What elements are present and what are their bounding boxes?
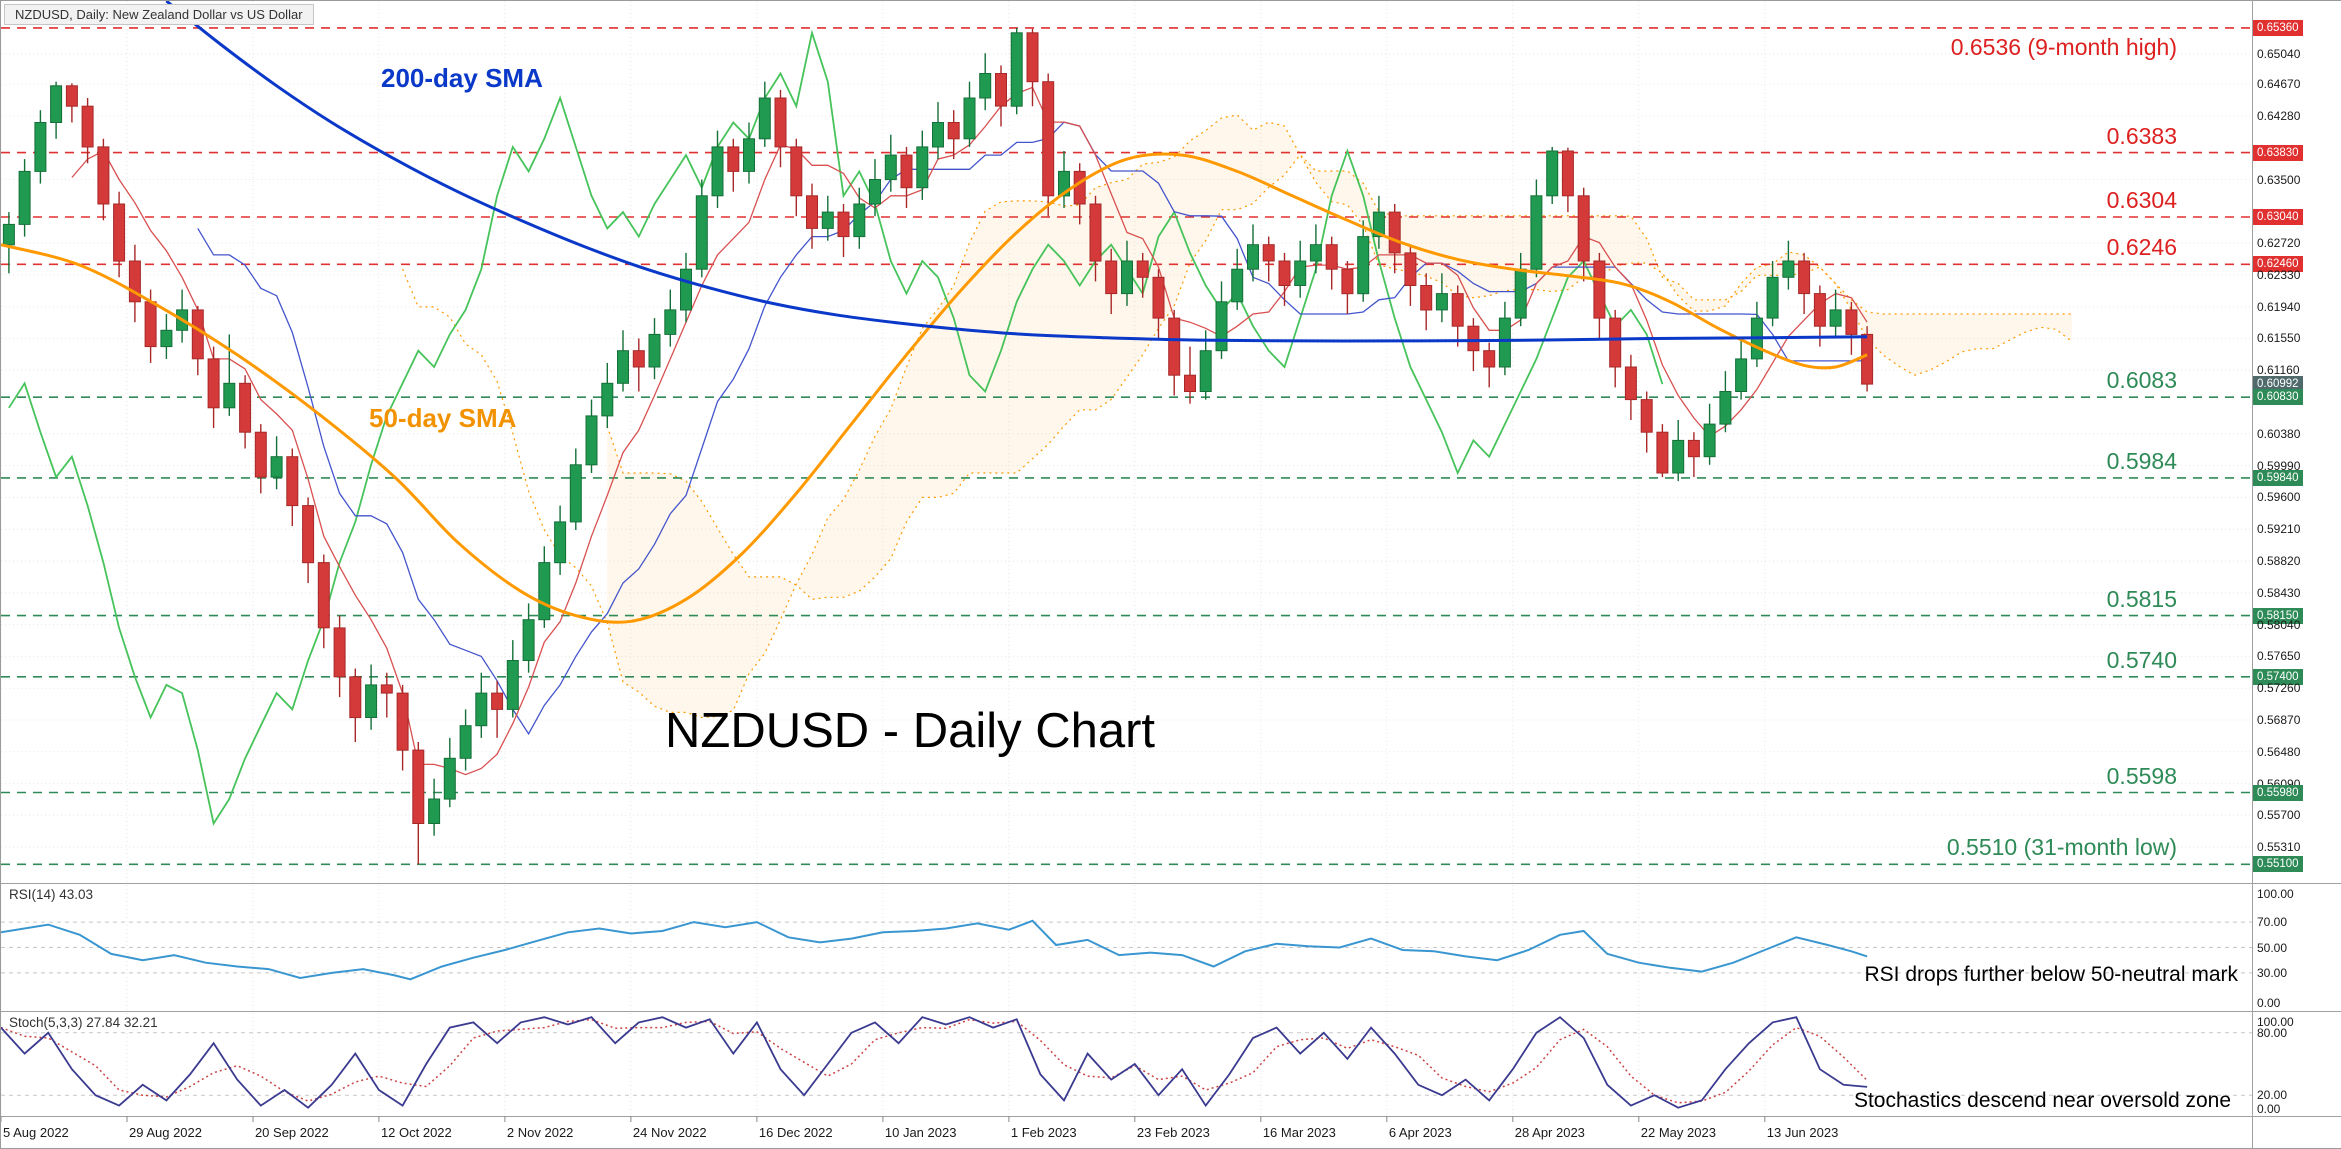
support-level-label: 0.5815 [2106, 585, 2177, 612]
y-axis-label: 0.62330 [2257, 267, 2301, 282]
date-label: 20 Sep 2022 [254, 1125, 329, 1140]
y-axis-label: 0.59840 [2253, 469, 2303, 486]
rsi-axis-label: 0.00 [2257, 996, 2281, 1010]
date-label: 24 Nov 2022 [632, 1125, 707, 1140]
date-label: 16 Mar 2023 [1262, 1125, 1336, 1140]
rsi-axis-label: 100.00 [2257, 887, 2294, 901]
y-axis-label: 0.59210 [2257, 522, 2301, 537]
y-axis-label: 0.57650 [2257, 649, 2301, 664]
y-axis-label: 0.55700 [2257, 808, 2301, 823]
stoch-indicator-label: Stoch(5,3,3) 27.84 32.21 [9, 1015, 158, 1030]
stoch-axis-label: 80.00 [2257, 1025, 2288, 1040]
y-axis-label: 0.56480 [2257, 744, 2301, 759]
y-axis-label: 0.63500 [2257, 172, 2301, 187]
support-level-label: 0.5598 [2106, 762, 2177, 789]
y-axis-label: 0.61160 [2257, 363, 2300, 378]
y-axis-label: 0.59990 [2257, 458, 2301, 473]
date-label: 22 May 2023 [1640, 1125, 1716, 1140]
y-axis-label: 0.55980 [2253, 784, 2303, 801]
resistance-level-label: 0.6383 [2106, 122, 2177, 149]
date-label: 6 Apr 2023 [1388, 1125, 1452, 1140]
y-axis-label: 0.59600 [2257, 490, 2301, 505]
y-axis-label: 0.58150 [2253, 607, 2303, 624]
y-axis-label: 0.60830 [2253, 389, 2303, 406]
y-axis-label: 0.56870 [2257, 712, 2301, 727]
y-axis-label: 0.61550 [2257, 331, 2301, 346]
symbol-header: NZDUSD, Daily: New Zealand Dollar vs US … [4, 4, 314, 25]
y-axis-label: 0.57260 [2257, 681, 2301, 696]
support-level-label: 0.5510 (31-month low) [1946, 834, 2177, 861]
resistance-level-label: 0.6304 [2106, 187, 2177, 214]
rsi-annotation: RSI drops further below 50-neutral mark [1864, 963, 2239, 986]
date-label: 16 Dec 2022 [758, 1125, 833, 1140]
resistance-level-label: 0.6536 (9-month high) [1950, 33, 2177, 60]
y-axis-label: 0.60992 [2253, 375, 2303, 392]
y-axis-label: 0.58430 [2257, 585, 2301, 600]
stoch-axis-label: 100.00 [2257, 1015, 2294, 1029]
date-label: 12 Oct 2022 [380, 1125, 452, 1140]
y-axis-label: 0.55310 [2257, 840, 2301, 855]
y-axis-label: 0.58040 [2257, 617, 2301, 632]
resistance-level-label: 0.6246 [2106, 234, 2177, 261]
y-axis-label: 0.63040 [2253, 209, 2303, 226]
y-axis-label: 0.61940 [2257, 299, 2301, 314]
y-axis-label: 0.55100 [2253, 856, 2303, 873]
stoch-axis-label: 0.00 [2257, 1102, 2281, 1116]
y-axis-label: 0.64670 [2257, 77, 2301, 92]
y-axis-label: 0.63830 [2253, 144, 2303, 161]
symbol-header-text: NZDUSD, Daily: New Zealand Dollar vs US … [15, 7, 303, 22]
sma50-label: 50-day SMA [369, 403, 517, 433]
y-axis-label: 0.60380 [2257, 426, 2301, 441]
date-label: 13 Jun 2023 [1766, 1125, 1839, 1140]
rsi-indicator-label: RSI(14) 43.03 [9, 887, 94, 902]
support-level-label: 0.5740 [2106, 646, 2177, 673]
rsi-axis-label: 30.00 [2257, 965, 2288, 980]
y-axis-label: 0.62460 [2253, 256, 2303, 273]
date-label: 28 Apr 2023 [1514, 1125, 1585, 1140]
stoch-annotation: Stochastics descend near oversold zone [1853, 1089, 2231, 1112]
date-label: 5 Aug 2022 [3, 1125, 69, 1140]
y-axis-label: 0.57400 [2253, 668, 2303, 685]
y-axis-label: 0.65360 [2253, 19, 2303, 36]
date-label: 23 Feb 2023 [1136, 1125, 1210, 1140]
y-axis-label: 0.62720 [2257, 236, 2301, 251]
support-level-label: 0.5984 [2106, 447, 2177, 474]
date-label: 29 Aug 2022 [128, 1125, 202, 1140]
stoch-axis-label: 20.00 [2257, 1088, 2288, 1103]
date-label: 2 Nov 2022 [506, 1125, 574, 1140]
sma200-label: 200-day SMA [381, 63, 543, 93]
rsi-axis-label: 50.00 [2257, 940, 2288, 955]
y-axis-label: 0.58820 [2257, 554, 2301, 568]
support-level-label: 0.6083 [2106, 367, 2177, 394]
y-axis-label: 0.65040 [2257, 46, 2301, 61]
date-label: 1 Feb 2023 [1010, 1125, 1077, 1140]
y-axis-label: 0.64280 [2257, 108, 2301, 123]
rsi-axis-label: 70.00 [2257, 915, 2288, 930]
chart-title: NZDUSD - Daily Chart [665, 704, 1156, 758]
date-label: 10 Jan 2023 [884, 1125, 957, 1140]
